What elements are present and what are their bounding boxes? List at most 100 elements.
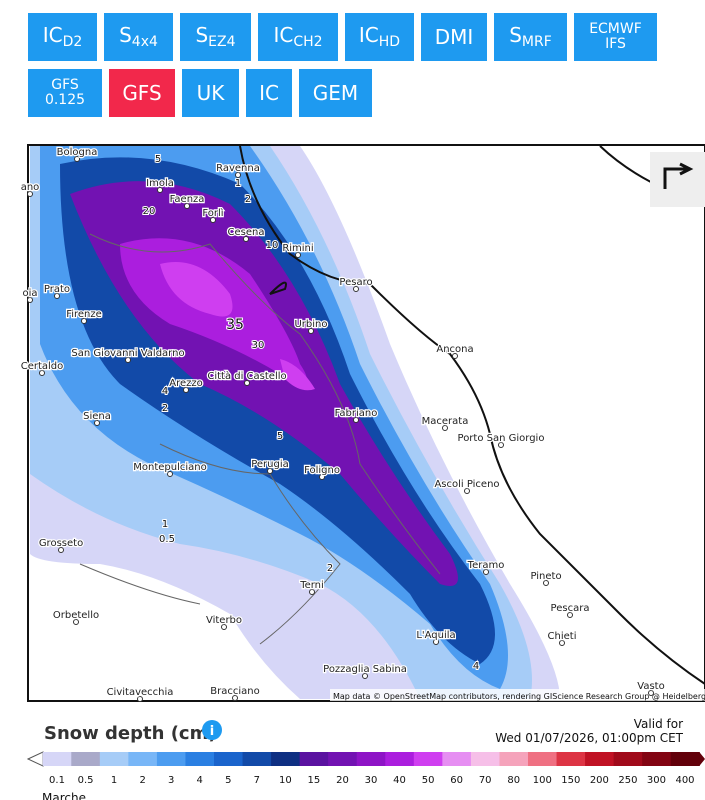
footer-text: Marche: [42, 791, 86, 800]
valid-label: Valid for: [634, 717, 683, 731]
model-button[interactable]: S4x4: [104, 13, 173, 61]
city-dot: [559, 640, 565, 646]
city-label: Imola: [146, 178, 174, 189]
legend-swatch: [328, 752, 358, 766]
city-dot: [648, 690, 654, 696]
model-button[interactable]: UK: [182, 69, 239, 117]
city-label: Ravenna: [216, 163, 260, 174]
button-main: DMI: [434, 25, 474, 49]
legend-arrow-right: [699, 752, 705, 766]
city-dot: [210, 217, 216, 223]
model-button[interactable]: GEM: [299, 69, 372, 117]
city-label: Terni: [299, 580, 324, 591]
contour-label: 1: [235, 178, 241, 189]
button-label: ICCH2: [273, 25, 322, 49]
city-label: Bracciano: [210, 686, 259, 697]
legend-tick-label: 80: [507, 775, 520, 786]
legend-swatch: [528, 752, 558, 766]
contour-label: 2: [245, 194, 251, 205]
model-button[interactable]: ICD2: [28, 13, 97, 61]
model-button[interactable]: DMI: [421, 13, 487, 61]
model-button[interactable]: GFS: [109, 69, 175, 117]
legend-title: Snow depth (cm): [44, 723, 217, 744]
button-main: IC: [273, 23, 294, 47]
city-dot: [319, 474, 325, 480]
info-icon[interactable]: [202, 720, 222, 740]
legend: Snow depth (cm) i Valid for Wed 01/07/20…: [26, 717, 705, 800]
legend-tick-label: 100: [533, 775, 552, 786]
legend-tick-label: 5: [225, 775, 231, 786]
button-label: SEZ4: [195, 25, 235, 49]
legend-swatch: [385, 752, 415, 766]
model-button[interactable]: SEZ4: [180, 13, 251, 61]
contour-label: 5: [155, 154, 161, 165]
legend-tick-label: 20: [336, 775, 349, 786]
legend-tick-label: 60: [450, 775, 463, 786]
city-label: Macerata: [422, 416, 469, 427]
legend-swatch: [242, 752, 272, 766]
city-dot: [157, 187, 163, 193]
model-button[interactable]: SMRF: [494, 13, 567, 61]
button-sub: MRF: [521, 34, 552, 50]
city-label: Chieti: [548, 631, 577, 642]
button-main: S: [119, 23, 132, 47]
legend-swatch: [156, 752, 186, 766]
button-line2: 0.125: [44, 92, 86, 108]
legend-swatch: [128, 752, 158, 766]
city-dot: [235, 172, 241, 178]
city-dot: [433, 639, 439, 645]
city-dot: [94, 420, 100, 426]
city-dot: [232, 695, 238, 701]
legend-swatch: [185, 752, 215, 766]
legend-tick-label: 50: [422, 775, 435, 786]
contour-label: 20: [143, 206, 156, 217]
city-dot: [74, 156, 80, 162]
button-main: ECMWF: [589, 21, 642, 37]
model-button[interactable]: ICCH2: [258, 13, 338, 61]
contour-label: 4: [162, 386, 168, 397]
legend-tick-label: 4: [197, 775, 203, 786]
model-button[interactable]: IC: [246, 69, 292, 117]
model-button[interactable]: GFS 0.125: [28, 69, 102, 117]
legend-tick-label: 250: [618, 775, 637, 786]
city-dot: [308, 328, 314, 334]
city-label: Orbetello: [53, 610, 99, 621]
city-label: Perugia: [251, 459, 289, 470]
legend-swatch: [442, 752, 472, 766]
city-label: Certaldo: [21, 361, 64, 372]
legend-tick-label: 2: [139, 775, 145, 786]
button-label: ICHD: [359, 25, 400, 49]
city-dot: [167, 471, 173, 477]
city-dot: [498, 442, 504, 448]
legend-swatch: [413, 752, 443, 766]
contour-label: 4: [473, 661, 479, 672]
button-line2: IFS: [605, 36, 626, 52]
city-dot: [125, 357, 131, 363]
city-dot: [353, 286, 359, 292]
button-label: GFS: [51, 78, 79, 93]
legend-swatch: [99, 752, 129, 766]
legend-tick-label: 70: [479, 775, 492, 786]
button-main: IC: [358, 23, 379, 47]
city-dot: [243, 236, 249, 242]
city-dot: [184, 203, 190, 209]
city-label: Teramo: [467, 560, 505, 571]
button-label: GFS: [122, 83, 161, 103]
button-sub: D2: [62, 34, 83, 50]
share-button[interactable]: [650, 152, 705, 207]
legend-swatch: [499, 752, 529, 766]
city-dot: [295, 252, 301, 258]
model-button[interactable]: ICHD: [345, 13, 414, 61]
city-label: Arezzo: [169, 378, 203, 389]
legend-swatch: [556, 752, 586, 766]
city-label: oia: [22, 288, 37, 299]
city-dot: [353, 417, 359, 423]
model-button[interactable]: ECMWF IFS: [574, 13, 657, 61]
city-label: Pescara: [551, 603, 590, 614]
button-label: UK: [197, 83, 225, 103]
button-main: UK: [196, 81, 225, 105]
city-dot: [452, 353, 458, 359]
legend-tick-label: 40: [393, 775, 406, 786]
map: Map data © OpenStreetMap contributors, r…: [19, 144, 705, 702]
city-dot: [54, 293, 60, 299]
